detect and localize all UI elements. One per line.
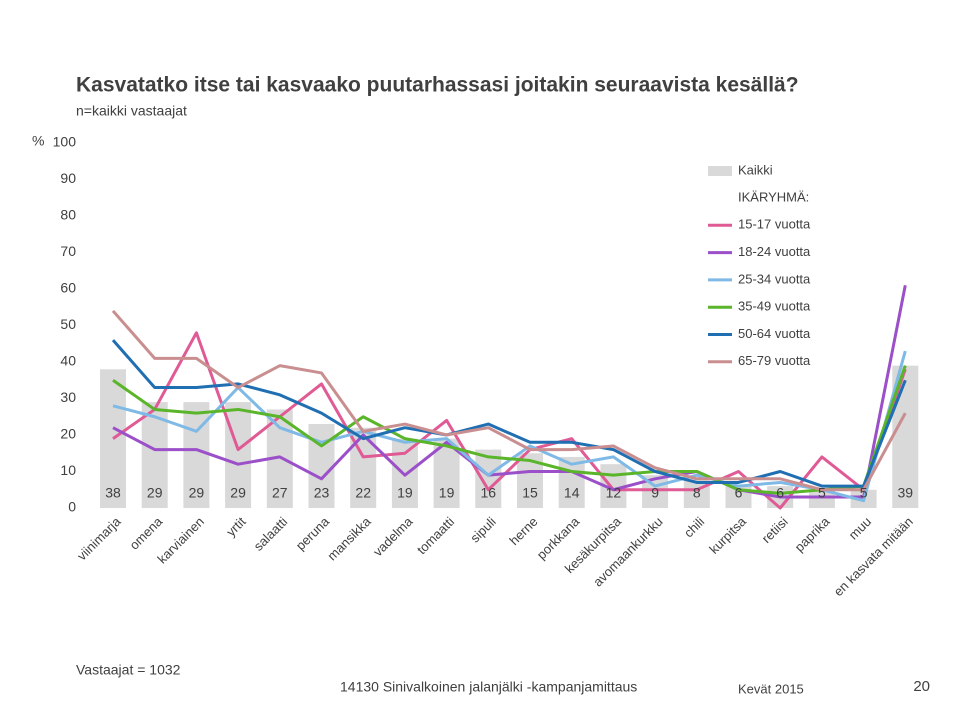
legend-label: 25-34 vuotta bbox=[738, 271, 811, 286]
legend-label: 35-49 vuotta bbox=[738, 299, 811, 314]
x-tick-label: retiisi bbox=[759, 514, 791, 546]
data-label: 29 bbox=[230, 485, 246, 501]
legend-label: 65-79 vuotta bbox=[738, 353, 811, 368]
x-tick-label: mansikka bbox=[324, 513, 374, 563]
x-tick-label: en kasvata mitään bbox=[831, 514, 916, 599]
data-label: 5 bbox=[860, 485, 868, 501]
campaign: 14130 Sinivalkoinen jalanjälki -kampanja… bbox=[340, 679, 637, 695]
x-tick-label: muu bbox=[846, 514, 874, 542]
line bbox=[112, 285, 907, 499]
x-tick-label: herne bbox=[506, 514, 540, 548]
x-tick-label: vadelma bbox=[370, 513, 416, 559]
data-label: 19 bbox=[397, 485, 413, 501]
chart-subtitle: n=kaikki vastaajat bbox=[76, 103, 187, 119]
y-tick-label: 40 bbox=[60, 353, 76, 369]
legend-label: 18-24 vuotta bbox=[738, 244, 811, 259]
chart-title: Kasvatatko itse tai kasvaako puutarhassa… bbox=[76, 74, 799, 97]
x-tick-label: chili bbox=[681, 514, 708, 541]
season: Kevät 2015 bbox=[738, 681, 804, 696]
bar bbox=[183, 402, 210, 508]
data-label: 19 bbox=[439, 485, 455, 501]
x-tick-label: salaatti bbox=[251, 514, 291, 554]
legend-heading: IKÄRYHMÄ: bbox=[738, 189, 809, 204]
data-label: 38 bbox=[105, 485, 121, 501]
x-tick-label: tomaatti bbox=[414, 514, 457, 557]
data-label: 39 bbox=[898, 485, 914, 501]
data-label: 5 bbox=[818, 485, 826, 501]
line bbox=[112, 331, 907, 510]
respondents: Vastaajat = 1032 bbox=[76, 662, 181, 678]
x-tick-label: sipuli bbox=[467, 514, 499, 546]
bar bbox=[225, 402, 252, 508]
data-label: 8 bbox=[693, 485, 701, 501]
data-label: 6 bbox=[776, 485, 784, 501]
x-tick-label: peruna bbox=[293, 513, 333, 553]
x-tick-label: omena bbox=[127, 513, 166, 552]
bar bbox=[475, 449, 502, 508]
data-label: 16 bbox=[481, 485, 497, 501]
x-tick-label: viinimarja bbox=[74, 513, 124, 563]
data-label: 29 bbox=[147, 485, 163, 501]
data-label: 29 bbox=[189, 485, 205, 501]
y-tick-label: 90 bbox=[60, 170, 76, 186]
line bbox=[112, 365, 907, 495]
data-label: 27 bbox=[272, 485, 288, 501]
x-tick-label: yrtit bbox=[223, 514, 249, 540]
data-label: 14 bbox=[564, 485, 580, 501]
y-tick-label: 10 bbox=[60, 462, 76, 478]
legend-label: 15-17 vuotta bbox=[738, 217, 811, 232]
bar bbox=[808, 489, 835, 508]
line bbox=[111, 339, 907, 488]
line bbox=[111, 309, 907, 492]
data-label: 12 bbox=[606, 485, 622, 501]
legend-label: 50-64 vuotta bbox=[738, 326, 811, 341]
y-tick-label: 100 bbox=[53, 134, 77, 150]
legend-swatch bbox=[708, 166, 732, 176]
x-tick-label: kurpitsa bbox=[706, 513, 749, 556]
legend-label: Kaikki bbox=[738, 162, 773, 177]
y-tick-label: 80 bbox=[60, 207, 76, 223]
y-tick-label: 20 bbox=[60, 426, 76, 442]
y-tick-label: 30 bbox=[60, 389, 76, 405]
y-tick-label: 0 bbox=[68, 499, 76, 515]
data-label: 9 bbox=[651, 485, 659, 501]
y-tick-label: 50 bbox=[60, 316, 76, 332]
data-label: 6 bbox=[735, 485, 743, 501]
data-label: 22 bbox=[355, 485, 371, 501]
y-tick-label: 70 bbox=[60, 243, 76, 259]
y-axis-label: % bbox=[32, 133, 44, 149]
page-number: 20 bbox=[913, 678, 930, 695]
x-tick-label: paprika bbox=[792, 513, 833, 554]
data-label: 15 bbox=[522, 485, 538, 501]
data-label: 23 bbox=[314, 485, 330, 501]
legend-box bbox=[700, 157, 828, 373]
line bbox=[112, 350, 907, 503]
y-tick-label: 60 bbox=[60, 280, 76, 296]
